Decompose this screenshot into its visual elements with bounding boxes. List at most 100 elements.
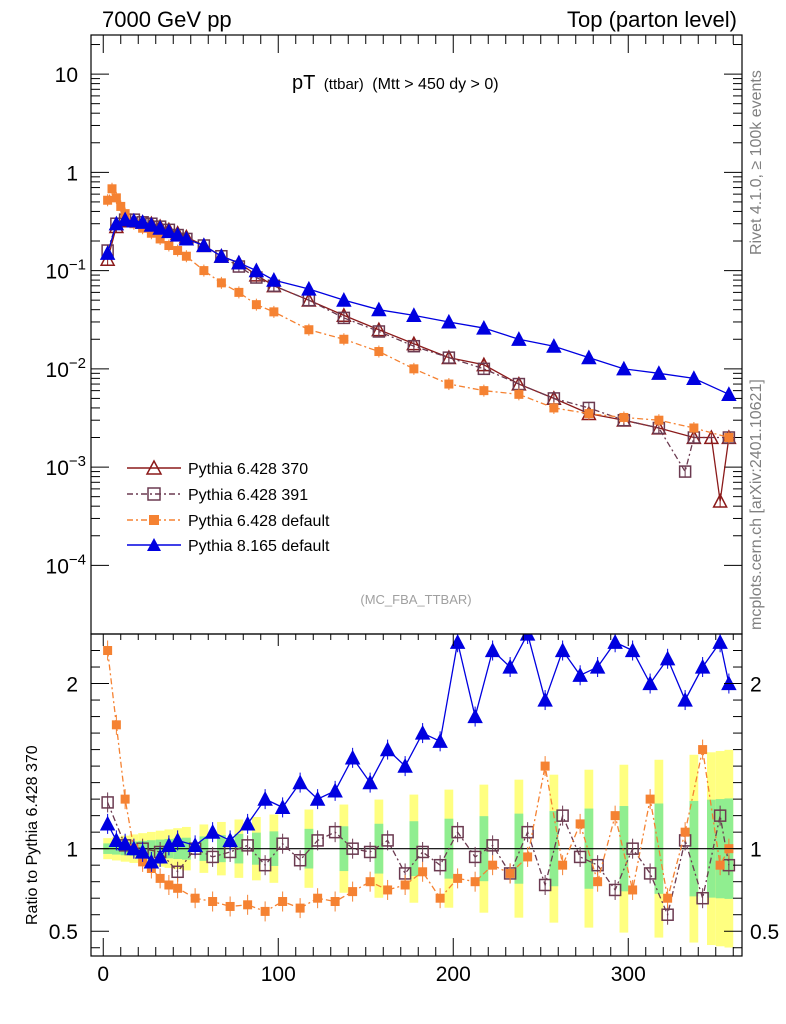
data-point [686, 370, 702, 385]
data-point [416, 845, 429, 859]
header-right: Top (parton level) [567, 7, 737, 32]
data-point [418, 867, 428, 877]
data-point [651, 365, 667, 380]
data-point [363, 845, 377, 859]
legend-marker-p6-default [149, 515, 159, 525]
data-point [301, 280, 317, 296]
x-axis: 0 100 200 300 [97, 35, 734, 986]
data-point [477, 362, 491, 376]
data-point [721, 386, 737, 401]
data-point [470, 877, 480, 887]
data-point [155, 234, 165, 244]
data-point [451, 825, 464, 839]
data-point [327, 782, 343, 798]
data-point [484, 642, 501, 658]
data-point [663, 893, 673, 903]
data-point [624, 642, 641, 658]
legend-label-p6-391: Pythia 6.428 391 [188, 487, 308, 504]
data-point [661, 908, 674, 921]
y-tick-label: 10−2 [46, 355, 86, 382]
data-point [251, 300, 261, 310]
data-point [304, 325, 314, 335]
data-point [337, 311, 351, 325]
data-point [126, 212, 142, 228]
data-point [523, 852, 533, 862]
data-point [642, 675, 658, 691]
data-point [444, 379, 454, 389]
data-point [556, 809, 569, 822]
data-point [239, 815, 256, 831]
data-point [407, 339, 421, 353]
data-point [573, 850, 587, 864]
data-point [108, 832, 125, 848]
data-point [257, 791, 273, 806]
data-point [99, 815, 116, 831]
data-point [371, 301, 387, 317]
data-point [549, 403, 559, 413]
data-point [216, 278, 226, 288]
header-left: 7000 GeV pp [102, 7, 232, 32]
data-point [134, 214, 151, 229]
plot-title: pT (ttbar) (Mtt > 450 dy > 0) [292, 72, 499, 94]
data-point [313, 893, 323, 903]
data-point [276, 837, 289, 850]
data-point [379, 741, 396, 757]
data-point [468, 850, 482, 864]
data-point [258, 858, 272, 872]
data-point [330, 897, 340, 907]
data-point [190, 893, 200, 903]
data-point [241, 839, 254, 852]
ratio-ylabel: Ratio to Pythia 6.428 370 [24, 745, 41, 925]
data-point [616, 360, 632, 376]
ratio-y-tick-label-right: 0.5 [750, 921, 779, 944]
ratio-y-tick-label-right: 2 [750, 674, 762, 697]
legend-label-p8-default: Pythia 8.165 default [188, 538, 330, 555]
data-point [169, 226, 186, 242]
legend-entry-p6-391: Pythia 6.428 391 [127, 487, 308, 504]
main-y-axis: 10 1 10−1 10−2 10−3 10−4 [46, 44, 742, 578]
data-point [374, 347, 384, 357]
data-point [274, 799, 291, 814]
data-point [581, 349, 597, 365]
data-point [225, 901, 235, 911]
ratio-frame [90, 633, 743, 957]
data-point [266, 271, 282, 287]
data-point [372, 325, 386, 338]
data-point [178, 230, 195, 246]
data-point [435, 893, 445, 903]
data-point [103, 195, 113, 205]
data-point [208, 897, 218, 907]
data-point [607, 634, 623, 649]
plot-title-main: pT [292, 72, 315, 94]
y-tick-label: 10−4 [46, 551, 86, 578]
data-point [654, 415, 664, 425]
data-point [204, 824, 221, 839]
legend: Pythia 6.428 370 Pythia 6.428 391 Pythia… [127, 459, 330, 555]
data-point [442, 351, 456, 364]
ratio-series-group [99, 634, 737, 925]
data-point [441, 313, 457, 329]
data-point [696, 891, 709, 905]
data-point [134, 843, 151, 859]
data-point [689, 423, 699, 433]
data-point [505, 868, 515, 878]
data-point [164, 241, 174, 251]
data-point [117, 835, 133, 851]
data-point [486, 839, 499, 852]
data-point [111, 193, 121, 203]
data-point [677, 691, 693, 707]
data-point [589, 658, 606, 674]
data-point [196, 237, 212, 253]
data-point [575, 819, 585, 829]
data-point [152, 220, 168, 235]
data-point [546, 338, 562, 353]
data-point [572, 667, 588, 682]
data-point [120, 794, 130, 804]
data-point [309, 791, 326, 806]
data-point [222, 832, 238, 848]
data-point [680, 827, 690, 837]
x-tick-label: 200 [436, 963, 471, 986]
data-point [712, 634, 728, 649]
data-point [231, 254, 247, 270]
mcplots-label: mcplots.cern.ch [arXiv:2401.10621] [748, 379, 765, 630]
